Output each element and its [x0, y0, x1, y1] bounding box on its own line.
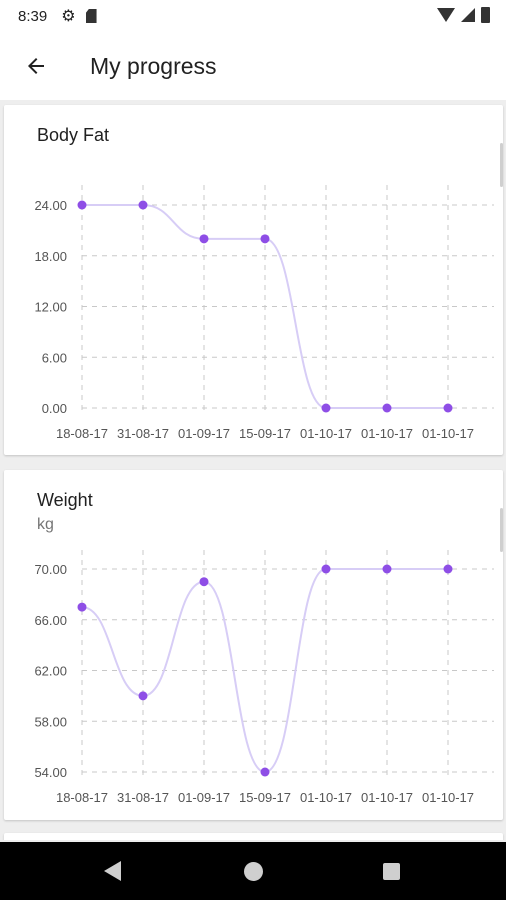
data-point — [199, 234, 209, 244]
data-point — [382, 564, 392, 574]
x-tick-label: 01-10-17 — [300, 426, 352, 441]
data-point — [260, 234, 270, 244]
data-point — [260, 767, 270, 777]
back-triangle-icon[interactable] — [104, 861, 121, 881]
recents-square-icon[interactable] — [383, 863, 400, 880]
y-tick-label: 62.00 — [34, 664, 67, 679]
page-title: My progress — [90, 52, 217, 79]
x-tick-label: 31-08-17 — [117, 790, 169, 805]
x-tick-label: 18-08-17 — [56, 790, 108, 805]
body-fat-chart: 0.00 6.00 12.00 18.00 24.00 18-08-17 31-08-17 0… — [34, 185, 494, 441]
data-point — [321, 564, 331, 574]
app-bar: My progress — [0, 32, 506, 100]
navigation-bar — [0, 842, 506, 900]
back-button[interactable] — [16, 46, 56, 86]
y-tick-label: 0.00 — [42, 401, 67, 416]
status-time: 8:39 — [18, 7, 48, 25]
y-tick-label: 54.00 — [34, 765, 67, 780]
data-point — [443, 403, 453, 413]
next-card — [4, 833, 503, 840]
arrow-left-icon — [28, 58, 44, 74]
data-point — [77, 602, 87, 612]
x-tick-label: 01-10-17 — [361, 426, 413, 441]
x-tick-label: 15-09-17 — [239, 790, 291, 805]
y-tick-label: 18.00 — [34, 249, 67, 264]
home-circle-icon[interactable] — [244, 862, 263, 881]
status-icons — [437, 7, 490, 23]
x-tick-label: 01-10-17 — [422, 426, 474, 441]
data-point — [382, 403, 392, 413]
x-tick-label: 01-10-17 — [422, 790, 474, 805]
battery-icon — [481, 7, 490, 23]
card-title: Body Fat — [37, 125, 110, 145]
data-point — [443, 564, 453, 574]
gear-icon: ⚙ — [61, 8, 76, 25]
y-tick-label: 66.00 — [34, 613, 67, 628]
sd-card-icon — [85, 9, 97, 23]
status-bar: 8:39 ⚙ — [0, 0, 506, 32]
progress-list[interactable]: Body Fat 0.00 6.00 12.00 18.00 24.00 18-08-17… — [0, 100, 506, 840]
x-tick-label: 01-09-17 — [178, 426, 230, 441]
y-tick-label: 24.00 — [34, 198, 67, 213]
data-point — [138, 200, 148, 210]
x-tick-label: 15-09-17 — [239, 426, 291, 441]
series-line — [82, 204, 448, 409]
weight-card: Weight kg 54.00 58.00 62.00 66.00 70.00 18-08… — [4, 470, 503, 820]
cell-signal-icon — [461, 8, 475, 22]
x-tick-label: 18-08-17 — [56, 426, 108, 441]
y-tick-label: 12.00 — [34, 300, 67, 315]
scroll-indicator — [500, 143, 503, 187]
card-title: Weight — [37, 490, 93, 510]
card-subtitle: kg — [37, 516, 54, 533]
y-tick-label: 6.00 — [42, 350, 67, 365]
y-tick-label: 70.00 — [34, 562, 67, 577]
data-point — [77, 200, 87, 210]
data-point — [138, 691, 148, 701]
data-point — [321, 403, 331, 413]
x-tick-label: 31-08-17 — [117, 426, 169, 441]
x-tick-label: 01-10-17 — [300, 790, 352, 805]
x-tick-label: 01-10-17 — [361, 790, 413, 805]
body-fat-card: Body Fat 0.00 6.00 12.00 18.00 24.00 18-08-17… — [4, 105, 503, 455]
y-tick-label: 58.00 — [34, 714, 67, 729]
weight-chart: 54.00 58.00 62.00 66.00 70.00 18-08-17 31-08-1… — [34, 550, 494, 805]
x-tick-label: 01-09-17 — [178, 790, 230, 805]
data-point — [199, 577, 209, 587]
scroll-indicator — [500, 508, 503, 552]
wifi-icon — [437, 8, 455, 22]
